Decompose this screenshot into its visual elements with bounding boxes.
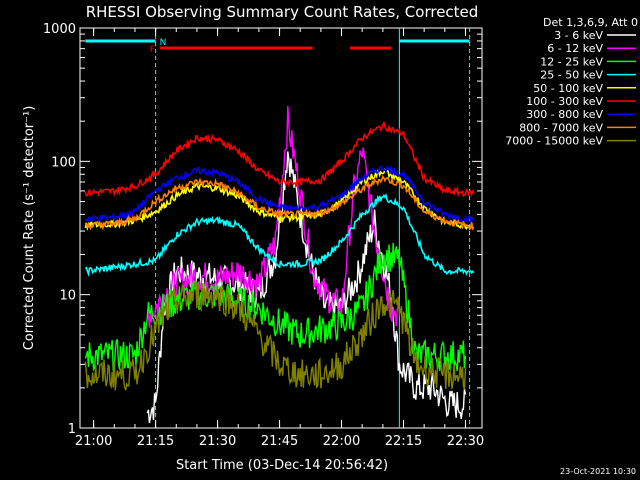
x-tick-label-5: 22:15 [385, 434, 422, 449]
series-line-4 [84, 168, 474, 232]
series-line-7 [84, 174, 475, 231]
legend-label-7: 800 - 7000 keV [519, 121, 603, 134]
legend-label-6: 300 - 800 keV [526, 108, 603, 121]
x-tick-label-0: 21:00 [75, 434, 112, 449]
legend-label-2: 12 - 25 keV [540, 55, 603, 68]
chart-title: RHESSI Observing Summary Count Rates, Co… [86, 3, 479, 21]
flag-label-F: F [150, 45, 155, 55]
x-tick-label-3: 21:45 [261, 434, 298, 449]
x-tick-label-2: 21:30 [199, 434, 236, 449]
y-tick-label-3: 1000 [43, 22, 76, 37]
y-tick-label-0: 1 [68, 422, 76, 437]
series-line-5 [84, 120, 475, 198]
plot-frame [79, 27, 483, 429]
legend-label-0: 3 - 6 keV [554, 29, 603, 42]
y-tick-label-2: 100 [51, 155, 76, 170]
legend-label-3: 25 - 50 keV [540, 69, 603, 82]
series-line-1 [146, 105, 401, 328]
x-tick-label-6: 22:30 [447, 434, 484, 449]
legend-label-5: 100 - 300 keV [526, 95, 603, 108]
x-tick-label-1: 21:15 [137, 434, 174, 449]
legend-label-1: 6 - 12 keV [547, 42, 603, 55]
timestamp: 23-Oct-2021 10:30 [560, 467, 636, 476]
series-line-6 [84, 164, 475, 225]
detector-note: Det 1,3,6,9, Att 0 [543, 16, 638, 29]
legend-label-4: 50 - 100 keV [533, 82, 603, 95]
y-tick-label-1: 10 [59, 289, 76, 304]
series-line-3 [84, 192, 475, 277]
y-axis-label: Corrected Count Rate (s⁻¹ detector⁻¹) [22, 106, 37, 351]
x-axis-label: Start Time (03-Dec-14 20:56:42) [176, 458, 388, 473]
series-line-8 [84, 280, 467, 391]
series-line-2 [84, 242, 467, 372]
x-tick-label-4: 22:00 [323, 434, 360, 449]
legend-label-8: 7000 - 15000 keV [505, 135, 603, 148]
series-line-0 [146, 151, 467, 424]
flag-label-N: N [160, 38, 167, 48]
